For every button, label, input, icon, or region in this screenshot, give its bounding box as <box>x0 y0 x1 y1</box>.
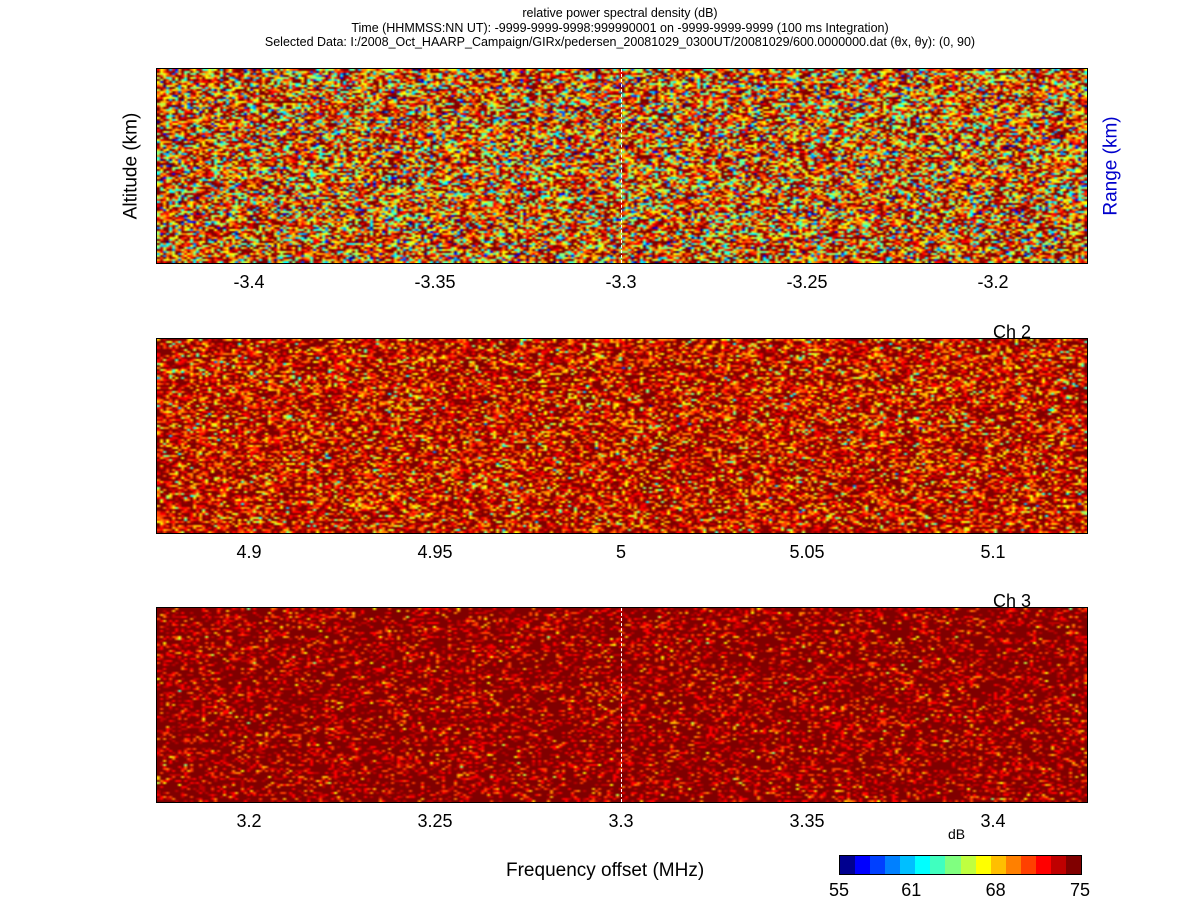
x-tick-label: 3.35 <box>789 811 825 831</box>
x-tick-label: -3.25 <box>786 272 828 292</box>
x-tick-label: -3.3 <box>605 272 637 292</box>
colorbar-segment <box>1050 856 1067 874</box>
colorbar-tick-label: 68 <box>985 880 1006 900</box>
colorbar-segment <box>990 856 1007 874</box>
colorbar-segment <box>870 856 886 874</box>
x-tick-label: 5 <box>615 542 627 562</box>
colorbar-segment <box>930 856 947 874</box>
heatmap-canvas-ch1 <box>157 69 1087 263</box>
x-tick-label: 4.9 <box>236 542 262 562</box>
x-tick-label: 5.1 <box>980 542 1006 562</box>
spectrogram-panel-ch3 <box>156 607 1088 803</box>
colorbar-segment <box>1065 856 1081 874</box>
y-axis-label-range: Range (km) <box>1100 116 1122 216</box>
colorbar-tick-label: 55 <box>828 880 850 900</box>
x-tick-label: -3.35 <box>414 272 456 292</box>
selected-data-subtitle: Selected Data: I:/2008_Oct_HAARP_Campaig… <box>264 35 976 49</box>
colorbar-segment <box>1020 856 1037 874</box>
time-subtitle: Time (HHMMSS:NN UT): -9999-9999-9998:999… <box>351 21 889 35</box>
colorbar-segment <box>945 856 962 874</box>
channel-label-ch3: Ch 3 <box>993 591 1032 611</box>
heatmap-canvas-ch3 <box>157 608 1087 802</box>
x-tick-label: 4.95 <box>417 542 453 562</box>
colorbar-segment <box>960 856 977 874</box>
colorbar-segment <box>900 856 916 874</box>
colorbar-segment <box>885 856 901 874</box>
x-axis-label: Frequency offset (MHz) <box>506 860 705 881</box>
x-tick-label: -3.4 <box>233 272 265 292</box>
x-tick-label: -3.2 <box>977 272 1009 292</box>
colorbar <box>839 855 1082 875</box>
colorbar-segment <box>1035 856 1052 874</box>
x-tick-label: 3.4 <box>980 811 1006 831</box>
x-tick-label: 3.25 <box>417 811 453 831</box>
center-frequency-marker <box>621 608 622 802</box>
colorbar-tick-label: 61 <box>901 880 922 900</box>
colorbar-unit: dB <box>948 826 966 842</box>
spectrogram-panel-ch1 <box>156 68 1088 264</box>
colorbar-segment <box>975 856 992 874</box>
colorbar-segment <box>1005 856 1022 874</box>
heatmap-canvas-ch2 <box>157 339 1087 533</box>
center-frequency-marker <box>621 69 622 263</box>
figure-title: relative power spectral density (dB) <box>522 6 718 20</box>
channel-label-ch2: Ch 2 <box>993 322 1032 342</box>
x-tick-label: 5.05 <box>789 542 825 562</box>
colorbar-segment <box>840 856 856 874</box>
colorbar-segment <box>915 856 931 874</box>
colorbar-segment <box>855 856 871 874</box>
x-tick-label: 3.2 <box>236 811 262 831</box>
spectrogram-panel-ch2 <box>156 338 1088 534</box>
colorbar-tick-label: 75 <box>1069 880 1091 900</box>
y-axis-label-altitude: Altitude (km) <box>120 112 142 220</box>
x-tick-label: 3.3 <box>608 811 634 831</box>
